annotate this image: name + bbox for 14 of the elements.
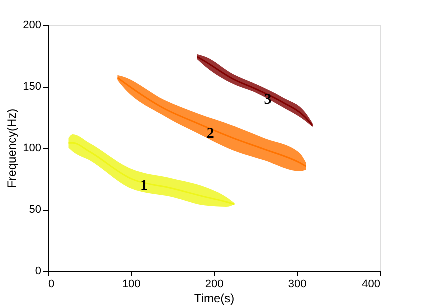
x-tick-label: 300 (288, 278, 307, 290)
y-tick-label: 100 (23, 142, 42, 154)
x-tick-label: 0 (48, 278, 55, 290)
y-tick-label: 150 (23, 81, 42, 93)
y-axis-title: Frequency(Hz) (5, 108, 20, 188)
x-tick-label: 400 (362, 278, 380, 290)
y-tick-label: 200 (23, 20, 42, 32)
x-axis-title: Time(s) (194, 292, 235, 306)
y-tick-label: 0 (35, 266, 42, 278)
annotation: 2 (206, 126, 214, 142)
x-tick-label: 100 (122, 278, 141, 290)
annotation: 1 (140, 178, 148, 194)
y-tick-label: 50 (29, 204, 42, 216)
x-tick-label: 200 (205, 278, 224, 290)
